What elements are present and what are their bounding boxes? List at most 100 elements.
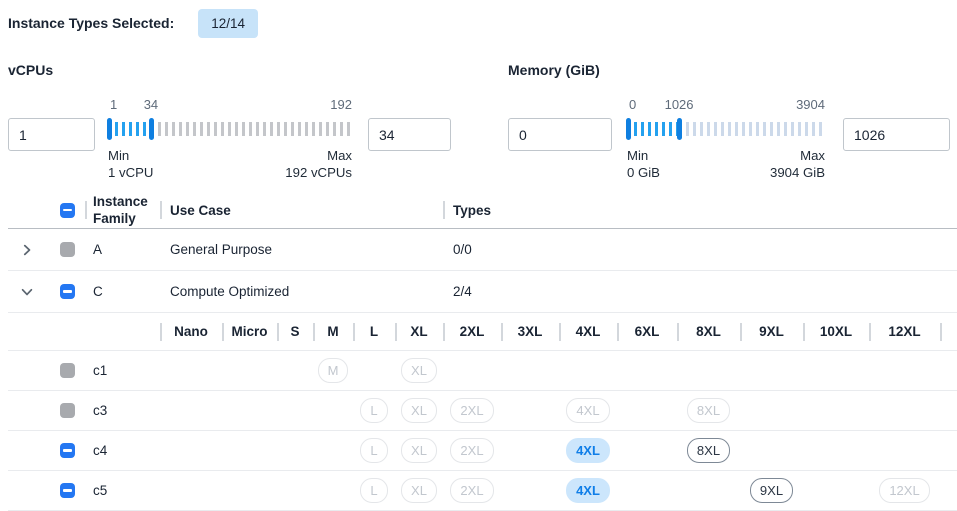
size-chip-cell: XL [395,351,443,390]
vcpu-slider-captions: Min 1 vCPU Max 192 vCPUs [108,147,352,181]
size-chip-9xl[interactable]: 9XL [749,478,794,503]
size-column-header-micro: Micro [222,313,277,350]
row-checkbox-disabled [60,242,75,257]
size-chip-cell: 8XL [677,391,740,430]
vcpu-ticks-active [108,122,151,136]
instance-name: c5 [93,483,108,498]
size-chip-2xl: 2XL [450,438,494,463]
indeterminate-minus-icon [63,290,72,293]
instance-name: c1 [93,363,108,378]
row-checkbox-disabled [60,403,75,418]
size-chip-xl: XL [401,358,437,383]
size-header-trailing-separator [940,313,957,350]
size-column-header-s: S [277,313,313,350]
instance-name: c3 [93,403,108,418]
instance-row-c3: c3 L XL 2XL 4XL 8XL [8,391,957,431]
size-chip-cell: 2XL [443,391,501,430]
row-checkbox-indeterminate[interactable] [60,284,75,299]
instance-checkbox-cell [50,431,85,470]
memory-ticks-inactive [679,122,825,136]
memory-max-input[interactable] [843,118,950,151]
instance-checkbox-cell [50,351,85,390]
size-column-header-12xl: 12XL [869,313,940,350]
vcpu-slider-handle-high[interactable] [148,118,154,140]
size-chip-m: M [317,358,349,383]
instance-family-table: Instance Family Use Case Types A General … [8,192,957,511]
vcpu-range-slider: 1 34 192 Min 1 vCPU [107,97,352,181]
use-case-value: Compute Optimized [170,284,290,299]
size-chip-l: L [360,398,388,423]
memory-max-caption: 3904 GiB [770,165,825,180]
types-count: 2/4 [453,284,472,299]
family-checkbox-cell [50,271,85,312]
instance-row-c5: c5 L XL 2XL 4XL 9XL 12XL [8,471,957,511]
size-chip-cell: M [313,351,353,390]
size-chip-cell: 9XL [740,471,803,510]
memory-filter-group: Memory (GiB) 0 1026 3904 [508,62,957,181]
size-chip-cell: 4XL [559,431,617,470]
size-chip-cell: L [353,431,395,470]
vcpu-slider-track[interactable] [107,118,352,140]
size-chip-4xl[interactable]: 4XL [566,438,610,463]
row-checkbox-indeterminate[interactable] [60,483,75,498]
vcpu-slider-handle-low[interactable] [107,118,112,140]
column-header-instance-family: Instance Family [85,192,160,228]
memory-ticks-active [627,122,680,136]
size-chip-cell: 2XL [443,431,501,470]
vcpu-max-input[interactable] [368,118,451,151]
memory-slider-handle-high[interactable] [677,118,683,140]
memory-min-caption: 0 GiB [627,165,660,180]
size-chip-2xl: 2XL [450,398,494,423]
family-name: A [93,242,103,257]
size-column-header-4xl: 4XL [559,313,617,350]
size-column-header-9xl: 9XL [740,313,803,350]
size-chip-cell: XL [395,431,443,470]
size-chip-xl: XL [401,398,437,423]
size-chip-cell: XL [395,391,443,430]
vcpu-filter-title: vCPUs [8,62,54,78]
table-body: A General Purpose 0/0 C Compute Optimized 2/4… [8,229,957,511]
instance-checkbox-cell [50,391,85,430]
memory-range-slider: 0 1026 3904 Min 0 GiB [626,97,825,181]
memory-min-input[interactable] [508,118,612,151]
vcpu-min-input[interactable] [8,118,95,151]
size-chip-12xl: 12XL [879,478,930,503]
size-chip-xl: XL [401,478,437,503]
table-header-row: Instance Family Use Case Types [8,192,957,229]
indeterminate-minus-icon [63,208,72,212]
vcpu-ticks-inactive [150,122,352,136]
size-chip-cell: 2XL [443,471,501,510]
size-chip-8xl[interactable]: 8XL [686,438,731,463]
vcpu-slider-scale: 1 34 192 [108,97,352,112]
column-header-types: Types [443,192,957,228]
size-column-header-nano: Nano [160,313,222,350]
size-chip-4xl[interactable]: 4XL [566,478,610,503]
vcpu-max-label: Max [327,148,352,163]
vcpu-min-label: Min [108,148,130,163]
select-all-checkbox[interactable] [60,202,75,218]
size-chip-l: L [360,478,388,503]
memory-max-label: Max [800,148,825,163]
size-column-header-10xl: 10XL [803,313,869,350]
memory-scale-high: 1026 [664,97,694,112]
size-column-header-l: L [353,313,395,350]
types-count: 0/0 [453,242,472,257]
size-chip-cell: L [353,391,395,430]
expand-toggle[interactable] [8,271,50,312]
size-chip-8xl: 8XL [686,398,731,423]
family-checkbox-cell [50,229,85,270]
instance-checkbox-cell [50,471,85,510]
memory-slider-handle-low[interactable] [626,118,631,140]
memory-min-label: Min [627,148,649,163]
row-checkbox-indeterminate[interactable] [60,443,75,458]
memory-slider-track[interactable] [626,118,825,140]
column-header-use-case: Use Case [160,192,443,228]
expand-toggle[interactable] [8,229,50,270]
size-chip-cell: 4XL [559,391,617,430]
use-case-value: General Purpose [170,242,273,257]
selected-count-badge: 12/14 [198,8,259,38]
size-column-header-xl: XL [395,313,443,350]
size-column-header-3xl: 3XL [501,313,559,350]
vcpu-scale-end: 192 [330,97,352,112]
selected-count-label: Instance Types Selected: [8,15,175,31]
